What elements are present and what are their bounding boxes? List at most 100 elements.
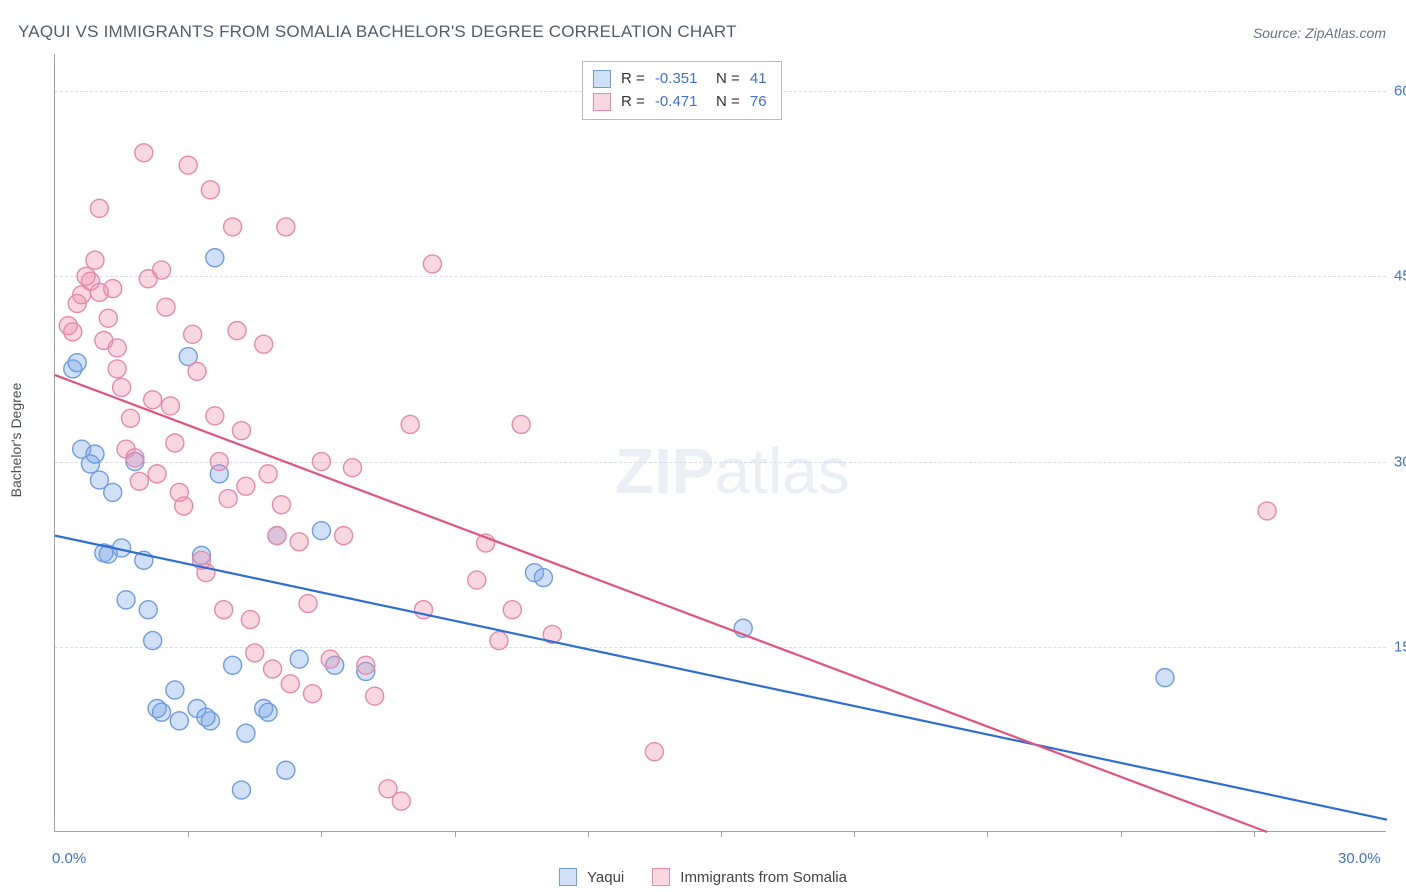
data-point (104, 280, 122, 298)
data-point (357, 656, 375, 674)
data-point (423, 255, 441, 273)
y-tick-label: 45.0% (1386, 268, 1406, 285)
data-point (139, 601, 157, 619)
series-swatch (652, 868, 670, 886)
data-point (312, 453, 330, 471)
data-point (232, 781, 250, 799)
data-point (108, 360, 126, 378)
data-point (272, 496, 290, 514)
data-point (264, 660, 282, 678)
data-point (117, 591, 135, 609)
data-point (241, 611, 259, 629)
series-swatch (559, 868, 577, 886)
data-point (534, 569, 552, 587)
data-point (104, 483, 122, 501)
x-tick (721, 831, 722, 837)
data-point (304, 685, 322, 703)
regression-line (55, 375, 1267, 832)
data-point (201, 181, 219, 199)
y-axis-label: Bachelor's Degree (8, 383, 24, 498)
data-point (277, 761, 295, 779)
x-tick (1121, 831, 1122, 837)
x-tick (1254, 831, 1255, 837)
data-point (237, 724, 255, 742)
regression-line (55, 536, 1387, 820)
data-point (490, 632, 508, 650)
data-point (161, 397, 179, 415)
data-point (392, 792, 410, 810)
data-point (645, 743, 663, 761)
data-point (197, 708, 215, 726)
data-point (121, 409, 139, 427)
x-tick (455, 831, 456, 837)
data-point (268, 527, 286, 545)
data-point (246, 644, 264, 662)
data-point (166, 434, 184, 452)
y-tick-label: 60.0% (1386, 83, 1406, 100)
bottom-legend: Yaqui Immigrants from Somalia (559, 868, 847, 886)
x-tick (987, 831, 988, 837)
legend-item: Immigrants from Somalia (652, 868, 847, 886)
data-point (224, 656, 242, 674)
x-tick (588, 831, 589, 837)
data-point (237, 477, 255, 495)
data-point (153, 703, 171, 721)
y-tick-label: 30.0% (1386, 453, 1406, 470)
data-point (215, 601, 233, 619)
x-tick-label: 30.0% (1338, 850, 1381, 867)
data-point (166, 681, 184, 699)
data-point (135, 144, 153, 162)
data-point (113, 378, 131, 396)
data-point (468, 571, 486, 589)
legend-label: Yaqui (587, 869, 624, 886)
data-point (277, 218, 295, 236)
source-attribution: Source: ZipAtlas.com (1253, 25, 1386, 41)
data-point (86, 251, 104, 269)
data-point (366, 687, 384, 705)
data-point (144, 391, 162, 409)
chart-title: YAQUI VS IMMIGRANTS FROM SOMALIA BACHELO… (18, 22, 737, 42)
data-point (343, 459, 361, 477)
data-point (228, 322, 246, 340)
data-point (259, 703, 277, 721)
data-point (255, 335, 273, 353)
data-point (503, 601, 521, 619)
data-point (232, 422, 250, 440)
data-point (188, 362, 206, 380)
legend-label: Immigrants from Somalia (680, 869, 847, 886)
data-point (219, 490, 237, 508)
data-point (512, 415, 530, 433)
y-tick-label: 15.0% (1386, 638, 1406, 655)
data-point (86, 445, 104, 463)
data-point (312, 522, 330, 540)
data-point (179, 156, 197, 174)
x-tick (854, 831, 855, 837)
data-point (108, 339, 126, 357)
data-point (290, 533, 308, 551)
data-point (281, 675, 299, 693)
data-point (90, 199, 108, 217)
data-point (299, 595, 317, 613)
data-point (130, 472, 148, 490)
data-point (206, 407, 224, 425)
data-point (1258, 502, 1276, 520)
data-point (64, 323, 82, 341)
data-point (68, 354, 86, 372)
data-point (206, 249, 224, 267)
data-point (99, 309, 117, 327)
data-point (126, 449, 144, 467)
data-point (259, 465, 277, 483)
data-point (157, 298, 175, 316)
x-tick (188, 831, 189, 837)
x-tick-label: 0.0% (52, 850, 86, 867)
data-point (290, 650, 308, 668)
data-point (175, 497, 193, 515)
data-point (321, 650, 339, 668)
x-tick (321, 831, 322, 837)
data-point (210, 453, 228, 471)
data-point (153, 261, 171, 279)
data-point (1156, 669, 1174, 687)
scatter-svg (55, 54, 1386, 831)
data-point (335, 527, 353, 545)
data-point (170, 712, 188, 730)
